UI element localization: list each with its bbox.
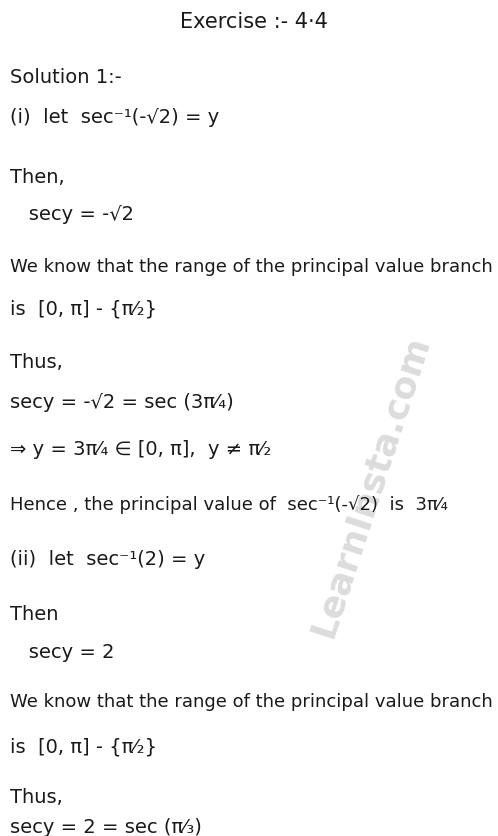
- Text: Exercise :- 4·4: Exercise :- 4·4: [180, 12, 328, 32]
- Text: Solution 1:-: Solution 1:-: [10, 68, 122, 87]
- Text: (i)  let  sec⁻¹(-√2) = y: (i) let sec⁻¹(-√2) = y: [10, 108, 219, 127]
- Text: Then: Then: [10, 605, 58, 624]
- Text: ⇒ y = 3π⁄₄ ∈ [0, π],  y ≠ π⁄₂: ⇒ y = 3π⁄₄ ∈ [0, π], y ≠ π⁄₂: [10, 440, 271, 459]
- Text: We know that the range of the principal value branch: We know that the range of the principal …: [10, 693, 493, 711]
- Text: secy = -√2: secy = -√2: [10, 205, 134, 224]
- Text: secy = -√2 = sec (3π⁄₄): secy = -√2 = sec (3π⁄₄): [10, 393, 234, 412]
- Text: We know that the range of the principal value branch: We know that the range of the principal …: [10, 258, 493, 276]
- Text: Thus,: Thus,: [10, 788, 63, 807]
- Text: secy = 2: secy = 2: [10, 643, 115, 662]
- Text: (ii)  let  sec⁻¹(2) = y: (ii) let sec⁻¹(2) = y: [10, 550, 205, 569]
- Text: secy = 2 = sec (π⁄₃): secy = 2 = sec (π⁄₃): [10, 818, 202, 836]
- Text: Then,: Then,: [10, 168, 65, 187]
- Text: is  [0, π] - {π⁄₂}: is [0, π] - {π⁄₂}: [10, 738, 157, 757]
- Text: is  [0, π] - {π⁄₂}: is [0, π] - {π⁄₂}: [10, 300, 157, 319]
- Text: LearnInsta.com: LearnInsta.com: [305, 331, 435, 641]
- Text: Hence , the principal value of  sec⁻¹(-√2)  is  3π⁄₄: Hence , the principal value of sec⁻¹(-√2…: [10, 495, 448, 514]
- Text: Thus,: Thus,: [10, 353, 63, 372]
